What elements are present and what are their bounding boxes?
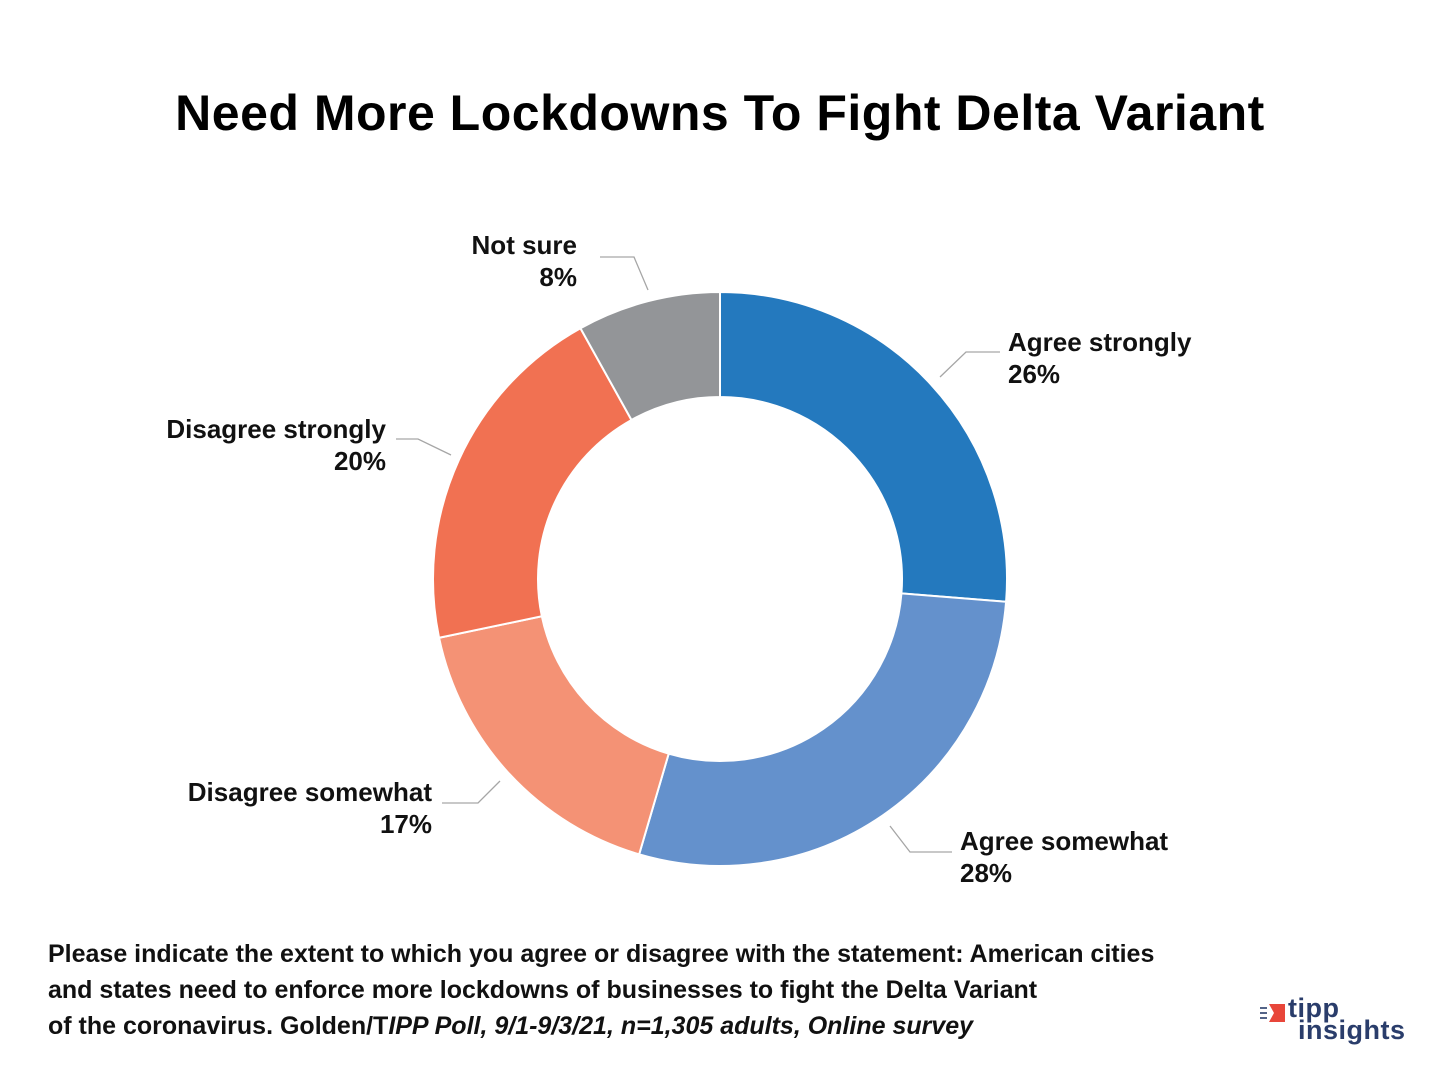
slice-value-disagree-somewhat: 17% <box>380 809 432 839</box>
slice-disagree-strongly <box>432 326 633 639</box>
slice-value-agree-strongly: 26% <box>1008 359 1060 389</box>
slice-value-agree-somewhat: 28% <box>960 858 1012 888</box>
slice-label-disagree-somewhat: Disagree somewhat <box>188 777 433 807</box>
slice-value-not-sure: 8% <box>539 262 577 292</box>
leader-line-disagree-strongly <box>396 438 452 456</box>
footnote-source-italic: IPP Poll, 9/1-9/3/21, n=1,305 adults, On… <box>388 1012 974 1040</box>
footnote: Please indicate the extent to which you … <box>48 936 1348 1044</box>
tipp-insights-logo: tipp insights <box>1258 993 1408 1056</box>
slice-not-sure <box>579 290 721 422</box>
logo-text-insights: insights <box>1298 1015 1406 1045</box>
footnote-line-1: Please indicate the extent to which you … <box>48 940 1155 968</box>
leader-line-not-sure <box>600 256 649 291</box>
slice-agree-somewhat <box>637 592 1008 868</box>
leader-line-disagree-somewhat <box>442 780 501 804</box>
slice-value-disagree-strongly: 20% <box>334 446 386 476</box>
slice-label-not-sure: Not sure <box>472 230 577 260</box>
leader-line-agree-somewhat <box>889 825 952 853</box>
chart-title: Need More Lockdowns To Fight Delta Varia… <box>175 85 1265 141</box>
donut-slices <box>432 290 1008 868</box>
footnote-source-regular: of the coronavirus. Golden/T <box>48 1012 389 1040</box>
slice-label-agree-somewhat: Agree somewhat <box>960 826 1168 856</box>
logo-flag-icon <box>1260 1004 1285 1022</box>
slice-label-agree-strongly: Agree strongly <box>1008 327 1192 357</box>
footnote-line-2: and states need to enforce more lockdown… <box>48 976 1038 1004</box>
logo-text-tipp: tipp <box>1288 993 1340 1023</box>
leader-line-agree-strongly <box>939 351 1000 378</box>
label-leader-lines <box>396 256 1000 853</box>
slice-agree-strongly <box>719 290 1008 603</box>
footnote-line-3: of the coronavirus. Golden/TIPP Poll, 9/… <box>48 1008 1348 1044</box>
slice-disagree-somewhat <box>437 615 670 856</box>
slice-label-disagree-strongly: Disagree strongly <box>166 414 386 444</box>
